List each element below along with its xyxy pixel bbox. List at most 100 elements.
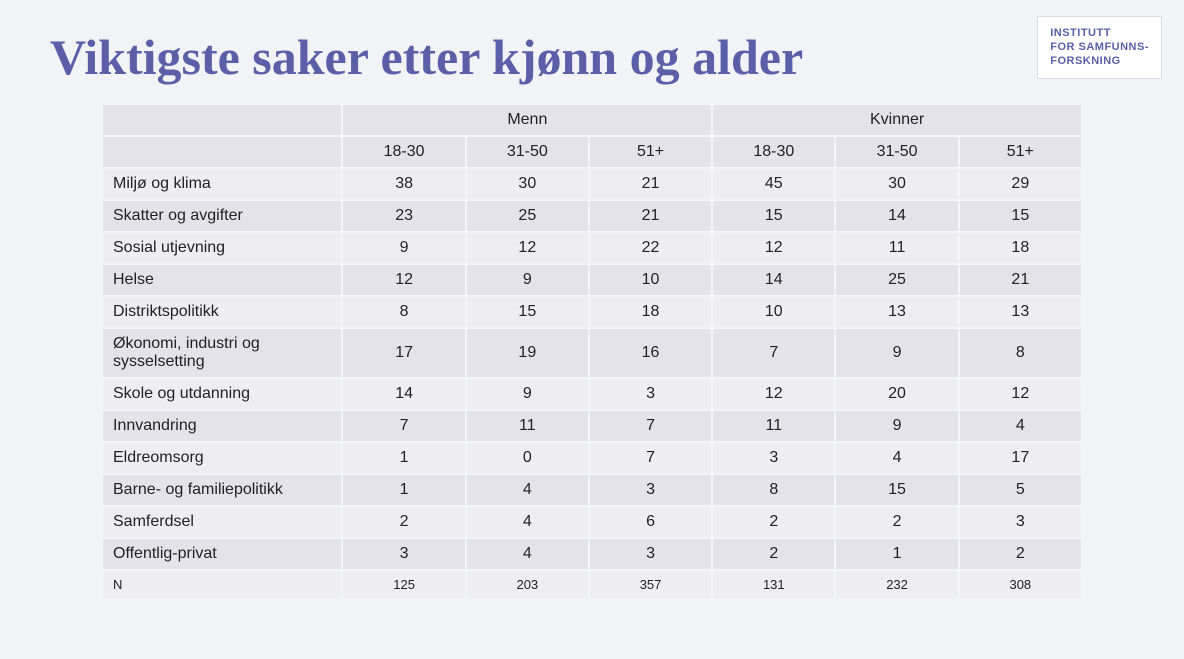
cell: 4 xyxy=(466,538,589,570)
cell: 7 xyxy=(342,410,465,442)
table-row: Barne- og familiepolitikk1438155 xyxy=(102,474,1082,506)
cell: 23 xyxy=(342,200,465,232)
cell: 9 xyxy=(835,328,958,378)
table-head: Menn Kvinner 18-30 31-50 51+ 18-30 31-50… xyxy=(102,104,1082,168)
cell: 3 xyxy=(589,378,712,410)
cell: 9 xyxy=(466,264,589,296)
cell: 15 xyxy=(466,296,589,328)
table-row: Skatter og avgifter232521151415 xyxy=(102,200,1082,232)
data-table: Menn Kvinner 18-30 31-50 51+ 18-30 31-50… xyxy=(102,104,1082,599)
cell: 9 xyxy=(342,232,465,264)
cell: 3 xyxy=(589,538,712,570)
row-label-n: N xyxy=(102,570,342,599)
header-group-kvinner: Kvinner xyxy=(712,104,1082,136)
cell: 4 xyxy=(835,442,958,474)
cell: 30 xyxy=(466,168,589,200)
table-row: Samferdsel246223 xyxy=(102,506,1082,538)
table-container: Menn Kvinner 18-30 31-50 51+ 18-30 31-50… xyxy=(102,104,1082,599)
cell: 14 xyxy=(835,200,958,232)
cell-n: 203 xyxy=(466,570,589,599)
cell: 7 xyxy=(589,410,712,442)
table-row: Offentlig-privat343212 xyxy=(102,538,1082,570)
cell: 8 xyxy=(342,296,465,328)
table-row: Innvandring71171194 xyxy=(102,410,1082,442)
cell: 9 xyxy=(466,378,589,410)
header-age: 18-30 xyxy=(342,136,465,168)
row-label: Sosial utjevning xyxy=(102,232,342,264)
slide: INSTITUTT FOR SAMFUNNS- FORSKNING Viktig… xyxy=(0,0,1184,659)
header-age: 31-50 xyxy=(466,136,589,168)
logo-line-3: FORSKNING xyxy=(1050,55,1121,67)
header-age: 51+ xyxy=(589,136,712,168)
row-label: Samferdsel xyxy=(102,506,342,538)
table-row: Helse12910142521 xyxy=(102,264,1082,296)
cell: 12 xyxy=(712,378,835,410)
table-row-n: N125203357131232308 xyxy=(102,570,1082,599)
cell: 9 xyxy=(835,410,958,442)
cell-n: 308 xyxy=(959,570,1082,599)
cell: 21 xyxy=(589,168,712,200)
cell: 10 xyxy=(589,264,712,296)
cell: 18 xyxy=(589,296,712,328)
cell: 38 xyxy=(342,168,465,200)
header-age: 18-30 xyxy=(712,136,835,168)
row-label: Helse xyxy=(102,264,342,296)
table-row: Eldreomsorg1073417 xyxy=(102,442,1082,474)
cell: 12 xyxy=(959,378,1082,410)
row-label: Skatter og avgifter xyxy=(102,200,342,232)
header-group-menn: Menn xyxy=(342,104,712,136)
cell: 15 xyxy=(835,474,958,506)
row-label: Barne- og familiepolitikk xyxy=(102,474,342,506)
row-label: Offentlig-privat xyxy=(102,538,342,570)
row-label: Økonomi, industri og sysselsetting xyxy=(102,328,342,378)
cell: 11 xyxy=(835,232,958,264)
cell: 21 xyxy=(959,264,1082,296)
header-age: 31-50 xyxy=(835,136,958,168)
cell: 3 xyxy=(589,474,712,506)
cell: 4 xyxy=(466,506,589,538)
row-label: Distriktspolitikk xyxy=(102,296,342,328)
cell: 11 xyxy=(466,410,589,442)
cell: 2 xyxy=(959,538,1082,570)
cell: 1 xyxy=(342,474,465,506)
cell: 19 xyxy=(466,328,589,378)
cell-n: 125 xyxy=(342,570,465,599)
header-empty xyxy=(102,104,342,136)
header-empty-2 xyxy=(102,136,342,168)
table-row: Distriktspolitikk81518101313 xyxy=(102,296,1082,328)
cell: 1 xyxy=(342,442,465,474)
cell: 8 xyxy=(712,474,835,506)
cell: 2 xyxy=(712,538,835,570)
cell: 2 xyxy=(342,506,465,538)
cell: 15 xyxy=(959,200,1082,232)
cell: 1 xyxy=(835,538,958,570)
table-row: Sosial utjevning91222121118 xyxy=(102,232,1082,264)
cell-n: 131 xyxy=(712,570,835,599)
cell: 2 xyxy=(712,506,835,538)
cell: 13 xyxy=(959,296,1082,328)
cell: 30 xyxy=(835,168,958,200)
cell: 14 xyxy=(712,264,835,296)
cell-n: 357 xyxy=(589,570,712,599)
cell: 45 xyxy=(712,168,835,200)
cell: 17 xyxy=(342,328,465,378)
cell: 18 xyxy=(959,232,1082,264)
cell: 2 xyxy=(835,506,958,538)
cell: 20 xyxy=(835,378,958,410)
cell: 10 xyxy=(712,296,835,328)
logo-line-2: FOR SAMFUNNS- xyxy=(1050,41,1149,53)
page-title: Viktigste saker etter kjønn og alder xyxy=(50,28,1134,86)
cell: 6 xyxy=(589,506,712,538)
table-row: Skole og utdanning1493122012 xyxy=(102,378,1082,410)
cell: 12 xyxy=(342,264,465,296)
cell-n: 232 xyxy=(835,570,958,599)
cell: 21 xyxy=(589,200,712,232)
cell: 0 xyxy=(466,442,589,474)
cell: 29 xyxy=(959,168,1082,200)
header-age: 51+ xyxy=(959,136,1082,168)
cell: 12 xyxy=(712,232,835,264)
table-row: Miljø og klima383021453029 xyxy=(102,168,1082,200)
institute-logo: INSTITUTT FOR SAMFUNNS- FORSKNING xyxy=(1037,16,1162,79)
cell: 3 xyxy=(342,538,465,570)
cell: 7 xyxy=(712,328,835,378)
